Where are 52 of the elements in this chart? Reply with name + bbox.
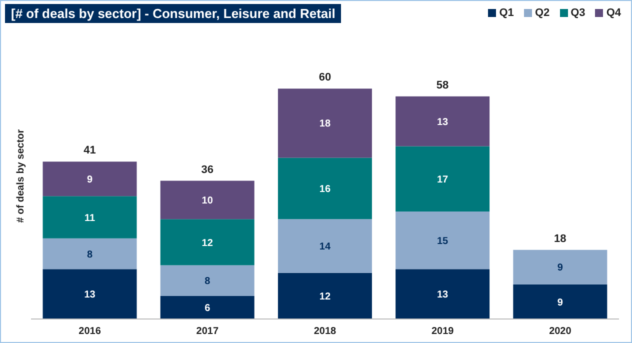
y-axis-title: # of deals by sector <box>16 129 26 223</box>
x-tick-label: 2020 <box>549 326 572 338</box>
data-label: 9 <box>557 297 564 308</box>
data-label: 8 <box>204 276 211 288</box>
chart-title: [# of deals by sector] - Consumer, Leisure and Retail <box>5 4 342 23</box>
data-label: 12 <box>202 238 214 249</box>
bar <box>160 265 254 296</box>
x-tick-label: 2017 <box>196 326 219 338</box>
data-label: 9 <box>557 262 564 274</box>
total-label: 60 <box>318 72 332 84</box>
data-label: 13 <box>436 290 449 301</box>
data-label: 6 <box>204 303 211 314</box>
legend-label: Q2 <box>534 7 550 19</box>
bar <box>42 238 137 270</box>
data-label: 12 <box>319 292 331 303</box>
data-label: 18 <box>319 118 331 130</box>
data-label: 8 <box>86 249 93 260</box>
legend-label: Q4 <box>605 7 621 19</box>
bar <box>160 296 254 319</box>
data-label: 10 <box>202 196 214 207</box>
x-tick-label: 2019 <box>431 326 454 338</box>
data-label: 9 <box>86 174 93 186</box>
bar <box>160 180 254 220</box>
data-label: 17 <box>436 174 449 186</box>
data-label: 16 <box>319 184 331 196</box>
total-label: 18 <box>554 232 566 245</box>
total-label: 41 <box>84 144 96 157</box>
bar <box>42 196 137 238</box>
bar <box>396 269 490 319</box>
total-label: 36 <box>201 164 214 176</box>
total-label: 58 <box>436 79 449 92</box>
data-label: 15 <box>436 236 449 247</box>
bar <box>278 219 372 273</box>
bar <box>513 250 608 284</box>
bar <box>160 219 254 266</box>
bar <box>513 284 608 319</box>
bar <box>278 158 372 220</box>
legend-label: Q3 <box>570 7 586 19</box>
bar <box>278 88 372 158</box>
x-tick-label: 2018 <box>314 326 337 338</box>
data-label: 13 <box>84 290 96 301</box>
bar <box>42 269 137 319</box>
data-label: 14 <box>319 242 331 253</box>
data-label: 13 <box>436 116 449 128</box>
bar <box>396 146 490 212</box>
data-label: 11 <box>84 212 96 224</box>
bar <box>278 272 372 319</box>
x-tick-label: 2016 <box>78 326 102 338</box>
bar <box>396 96 490 146</box>
legend-label: Q1 <box>498 7 514 19</box>
bar <box>396 212 490 270</box>
bar <box>42 162 137 196</box>
